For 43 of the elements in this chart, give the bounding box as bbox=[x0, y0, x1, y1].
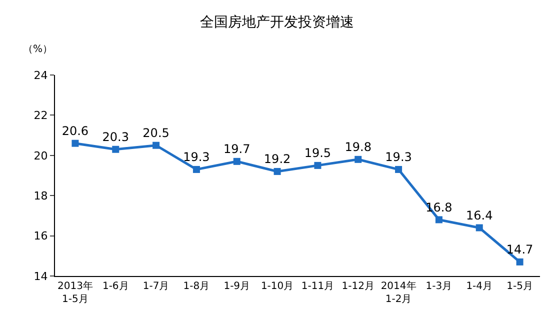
x-tick-label: 1-8月 bbox=[183, 281, 210, 292]
point bbox=[516, 258, 524, 266]
y-tick-label: 16 bbox=[34, 230, 48, 243]
y-axis-title: （%） bbox=[23, 44, 53, 55]
point bbox=[152, 142, 160, 149]
data-label: 19.2 bbox=[264, 152, 291, 166]
chart-title: 全国房地产开发投资增速 bbox=[200, 14, 354, 30]
x-tick-label: 1-9月 bbox=[224, 281, 250, 292]
point bbox=[72, 140, 79, 147]
point bbox=[233, 158, 240, 165]
data-label: 20.6 bbox=[62, 124, 89, 138]
point bbox=[314, 162, 322, 169]
y-tick-label: 14 bbox=[34, 270, 48, 283]
data-label: 19.7 bbox=[224, 142, 250, 156]
y-tick-label: 18 bbox=[34, 189, 48, 202]
data-label: 19.5 bbox=[304, 146, 332, 160]
x-tick-label: 1-5月 bbox=[506, 281, 533, 292]
x-tick-label: 1-3月 bbox=[426, 281, 452, 292]
point bbox=[274, 168, 281, 175]
data-label: 14.7 bbox=[506, 242, 534, 257]
x-tick-label: 2013年 1-5月 bbox=[57, 280, 93, 305]
data-label: 19.8 bbox=[344, 140, 372, 154]
y-tick-label: 22 bbox=[34, 109, 48, 122]
x-tick-label: 2014年 1-2月 bbox=[380, 280, 416, 305]
y-tick-label: 24 bbox=[34, 68, 48, 82]
data-label: 20.5 bbox=[142, 126, 170, 140]
data-label: 20.3 bbox=[102, 130, 129, 144]
data-label: 19.3 bbox=[183, 150, 210, 164]
x-tick-label: 1-4月 bbox=[466, 281, 493, 292]
x-tick-label: 1-12月 bbox=[342, 281, 374, 292]
point bbox=[192, 166, 200, 173]
data-label: 16.4 bbox=[466, 208, 493, 222]
point bbox=[395, 166, 402, 173]
x-tick-label: 1-6月 bbox=[102, 281, 129, 292]
data-label: 19.3 bbox=[385, 150, 412, 164]
point bbox=[354, 156, 362, 163]
y-tick-label: 20 bbox=[34, 149, 48, 162]
x-tick-label: 1-10月 bbox=[260, 281, 294, 292]
x-tick-label: 1-11月 bbox=[301, 281, 334, 292]
point bbox=[435, 216, 442, 224]
point bbox=[476, 224, 483, 232]
point bbox=[112, 146, 120, 153]
x-tick-label: 1-7月 bbox=[142, 281, 170, 292]
